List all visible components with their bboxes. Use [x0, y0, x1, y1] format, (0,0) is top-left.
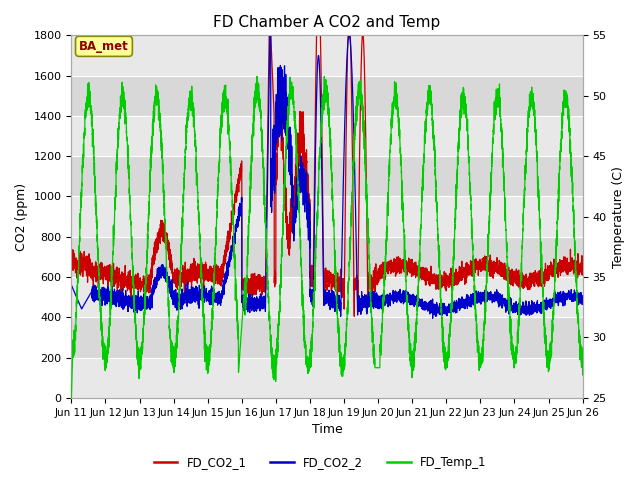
Bar: [72, 76, 582, 116]
Y-axis label: CO2 (ppm): CO2 (ppm): [15, 182, 28, 251]
Bar: [72, 317, 582, 358]
Bar: [72, 196, 582, 237]
Title: FD Chamber A CO2 and Temp: FD Chamber A CO2 and Temp: [213, 15, 440, 30]
Bar: [72, 237, 582, 277]
Legend: FD_CO2_1, FD_CO2_2, FD_Temp_1: FD_CO2_1, FD_CO2_2, FD_Temp_1: [149, 452, 491, 474]
X-axis label: Time: Time: [312, 423, 342, 436]
Bar: [72, 358, 582, 398]
Text: BA_met: BA_met: [79, 40, 129, 53]
Bar: [72, 36, 582, 76]
Y-axis label: Temperature (C): Temperature (C): [612, 166, 625, 267]
Bar: [72, 116, 582, 156]
Bar: [72, 156, 582, 196]
Bar: [72, 277, 582, 317]
